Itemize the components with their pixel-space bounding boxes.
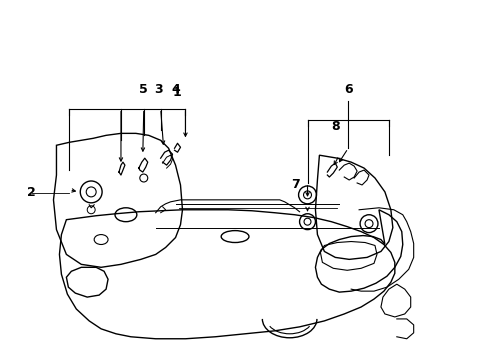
Text: 7: 7 — [291, 179, 299, 192]
Text: 1: 1 — [172, 86, 181, 99]
Text: 2: 2 — [27, 186, 36, 199]
Text: 4: 4 — [171, 83, 180, 96]
Text: 6: 6 — [343, 83, 352, 96]
Text: 8: 8 — [330, 120, 339, 133]
Text: 3: 3 — [154, 83, 163, 96]
Text: 5: 5 — [139, 83, 148, 96]
